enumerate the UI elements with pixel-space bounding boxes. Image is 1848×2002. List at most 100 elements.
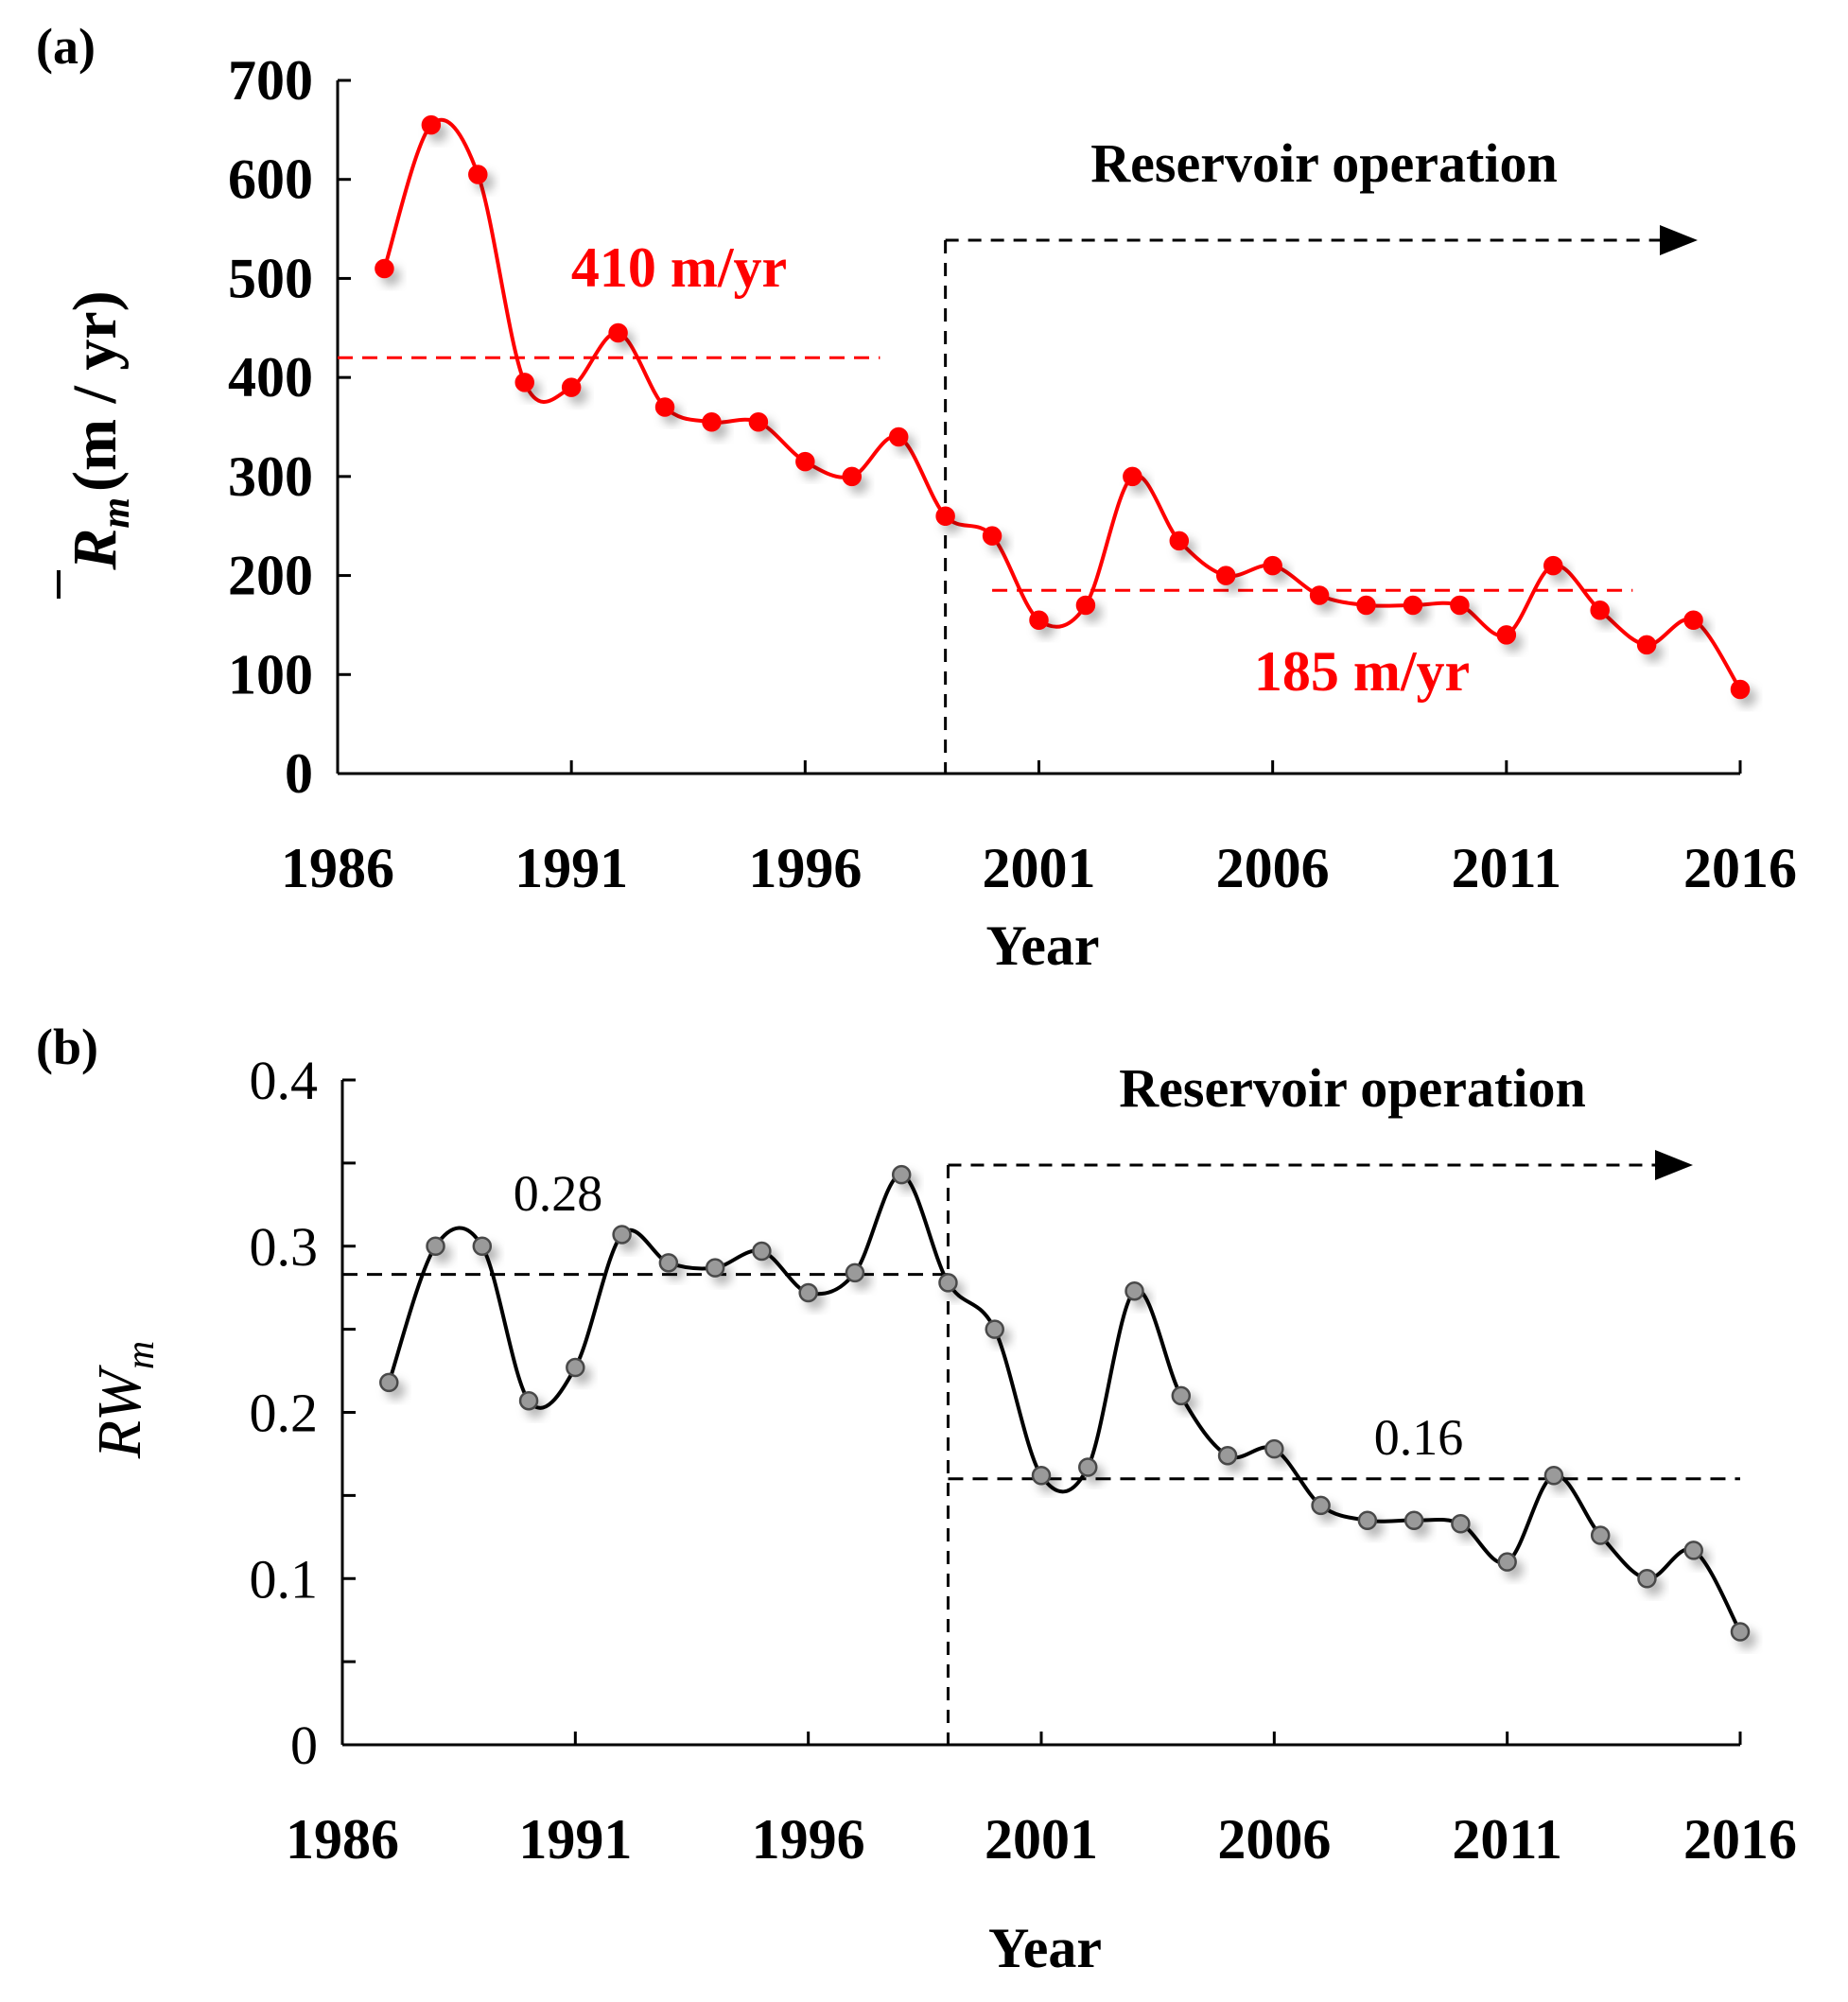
- panel-b-xtick-label: 2016: [1683, 1808, 1797, 1871]
- panel-b-ytick-label: 0.1: [250, 1548, 319, 1610]
- panel-a-data-point: [1029, 610, 1049, 630]
- panel-a-data-point: [1683, 610, 1703, 630]
- panel-a-ytick-label: 600: [228, 148, 313, 211]
- panel-b-data-point: [1311, 1495, 1331, 1516]
- panel-a-data-point: [795, 451, 815, 472]
- panel-a-data-point: [1450, 595, 1470, 616]
- panel-a-data-point: [1309, 585, 1330, 605]
- panel-b-data-point: [1637, 1569, 1657, 1589]
- panel-b-data-point: [1451, 1514, 1471, 1534]
- panel-b-data-point: [938, 1273, 958, 1293]
- panel-b-mean-label: 0.28: [514, 1165, 603, 1222]
- panel-b-data-point: [752, 1241, 772, 1262]
- panel-b: (b) RWm 0 0.1 0.2 0.3 0.4 1986 1991 1996 2001 200…: [36, 1018, 1797, 1979]
- panel-b-data-point: [1543, 1466, 1564, 1486]
- panel-a-data-point: [654, 397, 675, 417]
- panel-b-data-point: [1264, 1438, 1284, 1459]
- panel-a-data-point: [842, 466, 863, 487]
- panel-b-data-point: [472, 1236, 493, 1256]
- panel-b-xtick-label: 1986: [286, 1808, 399, 1871]
- panel-a-data-point: [1543, 555, 1563, 576]
- panel-a-ytick-label: 0: [285, 742, 313, 805]
- panel-a-ytick-label: 700: [228, 49, 313, 112]
- panel-a-data-point: [1123, 466, 1142, 487]
- panel-a-plot: 0 100 200 300 400 500 600 700 1986 1991 1996 2001 20…: [228, 49, 1797, 977]
- panel-a-ylabel-subscript: m: [95, 497, 138, 529]
- panel-b-data-point: [1171, 1385, 1192, 1406]
- panel-b-mean-label: 0.16: [1374, 1409, 1464, 1466]
- panel-b-data-point: [705, 1258, 725, 1278]
- panel-b-data-point: [566, 1357, 585, 1378]
- panel-a-ylabel-units: (m / yr): [61, 290, 130, 492]
- panel-a-series-line: [382, 117, 1742, 691]
- panel-b-data-point: [1124, 1280, 1144, 1301]
- panel-b-data-point: [1403, 1510, 1424, 1530]
- panel-b-data-point: [798, 1282, 818, 1303]
- panel-a-xtick-label: 1991: [514, 837, 628, 899]
- panel-a-data-point: [1403, 595, 1423, 616]
- panel-a-ytick-label: 400: [228, 346, 313, 409]
- panel-b-data-point: [845, 1262, 865, 1283]
- panel-b-ytick-label: 0.2: [250, 1383, 319, 1444]
- panel-b-data-point: [1217, 1445, 1238, 1466]
- panel-b-data-point: [1497, 1552, 1517, 1572]
- panel-a-data-point: [1636, 635, 1657, 655]
- panel-b-data-point: [379, 1372, 399, 1393]
- panel-a-data-point: [1075, 595, 1096, 616]
- panel-a-xtick-label: 2006: [1216, 837, 1330, 899]
- panel-b-xtick-label: 2011: [1452, 1808, 1562, 1871]
- panel-a-mean-label: 410 m/yr: [571, 236, 787, 299]
- panel-a-data-point: [748, 412, 769, 432]
- svg-text:RWm: RWm: [85, 1341, 163, 1459]
- panel-b-annotation: Reservoir operation: [1119, 1057, 1585, 1119]
- panel-a-xtick-label: 1996: [748, 837, 862, 899]
- panel-a-data-point: [888, 427, 909, 447]
- panel-a: (a) Rm (m / yr) 0 100 200 300 400 500 600 700 198…: [36, 18, 1797, 977]
- panel-a-data-point: [1496, 625, 1517, 645]
- panel-a-data-point: [1169, 531, 1190, 551]
- panel-b-data-point: [1590, 1525, 1611, 1545]
- panel-b-plot: 0 0.1 0.2 0.3 0.4 1986 1991 1996 2001 2006 2011 201…: [250, 1050, 1798, 1979]
- panel-b-data-point: [658, 1253, 679, 1273]
- panel-b-y-axis-title: RWm: [85, 1341, 163, 1459]
- panel-b-data-point: [985, 1319, 1004, 1339]
- panel-a-ytick-label: 500: [228, 247, 313, 309]
- panel-a-x-axis-title: Year: [986, 914, 1100, 977]
- panel-a-data-point: [608, 322, 628, 343]
- panel-b-data-point: [612, 1225, 632, 1245]
- panel-a-data-point: [1263, 555, 1282, 576]
- panel-a-label: (a): [36, 18, 96, 75]
- panel-a-data-point: [1730, 679, 1751, 700]
- panel-b-xtick-label: 2001: [985, 1808, 1098, 1871]
- panel-a-data-point: [375, 258, 394, 279]
- panel-b-data-point: [1357, 1510, 1378, 1530]
- panel-a-data-point: [935, 506, 955, 526]
- panel-b-xtick-label: 2006: [1217, 1808, 1331, 1871]
- panel-a-data-point: [561, 377, 582, 397]
- panel-b-x-axis-title: Year: [988, 1917, 1102, 1979]
- panel-a-xtick-label: 2011: [1451, 837, 1561, 899]
- panel-b-ytick-label: 0: [290, 1715, 318, 1776]
- panel-b-data-point: [1683, 1541, 1703, 1560]
- panel-a-y-axis-title: Rm (m / yr): [61, 290, 138, 570]
- panel-a-ytick-label: 200: [228, 545, 313, 607]
- panel-a-data-point: [1215, 566, 1236, 585]
- svg-text:Rm(m / yr): Rm (m / yr): [61, 290, 138, 570]
- panel-a-mean-label: 185 m/yr: [1254, 640, 1470, 703]
- panel-a-xtick-label: 2016: [1683, 837, 1797, 899]
- panel-a-ytick-label: 100: [228, 643, 313, 705]
- panel-a-data-point: [421, 114, 442, 135]
- panel-b-ytick-label: 0.3: [250, 1216, 319, 1278]
- panel-b-series-line: [387, 1173, 1742, 1633]
- panel-a-data-point: [982, 526, 1002, 546]
- panel-a-data-point: [1590, 600, 1610, 620]
- panel-b-data-point: [1730, 1622, 1751, 1642]
- panel-b-xtick-label: 1991: [518, 1808, 632, 1871]
- panel-b-data-point: [426, 1236, 445, 1256]
- panel-b-ylabel-symbol: RW: [85, 1365, 154, 1459]
- panel-a-annotation: Reservoir operation: [1090, 132, 1557, 194]
- panel-a-ylabel-symbol: R: [61, 529, 130, 571]
- panel-b-ytick-label: 0.4: [250, 1050, 319, 1111]
- panel-a-ytick-label: 300: [228, 445, 313, 508]
